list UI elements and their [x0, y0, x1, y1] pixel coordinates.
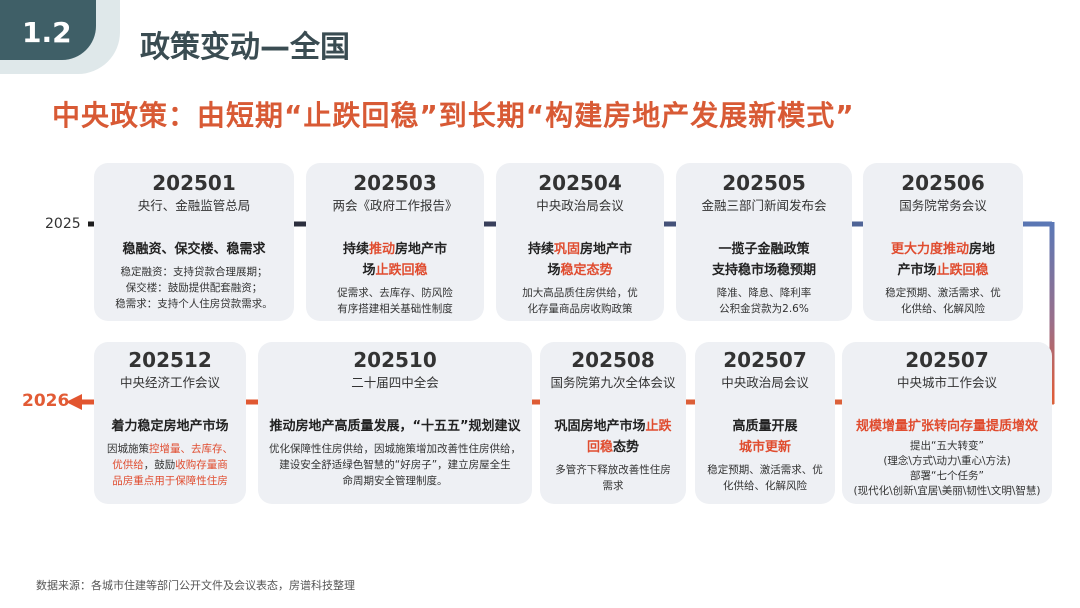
event-date: 202505	[722, 171, 806, 195]
event-organization: 中央政治局会议	[721, 375, 809, 390]
event-date: 202507	[723, 348, 807, 372]
event-detail: 优化保障性住房供给，因城施策增加改善性住房供给， 建设安全舒适绿色智慧的“好房子”…	[269, 443, 521, 487]
event-card: 202508 国务院第九次全体会议 巩固房地产市场止跌 回稳态势 多管齐下释放改善…	[540, 342, 686, 504]
event-card: 202503 两会《政府工作报告》 持续推动房地产市 场止跌回稳 促需求、去库存、…	[306, 163, 484, 321]
event-organization: 国务院常务会议	[899, 198, 987, 213]
event-headline: 稳融资、保交楼、稳需求	[122, 242, 266, 257]
event-date: 202506	[901, 171, 985, 195]
event-date: 202507	[905, 348, 989, 372]
event-headline: 持续巩固房地产市 场稳定态势	[527, 242, 633, 278]
event-card: 202504 中央政治局会议 持续巩固房地产市 场稳定态势 加大高品质住房供给，优…	[496, 163, 664, 321]
section-tab-inner	[0, 0, 96, 60]
event-headline: 持续推动房地产市 场止跌回稳	[342, 242, 448, 278]
event-date: 202503	[353, 171, 437, 195]
event-organization: 国务院第九次全体会议	[550, 375, 676, 390]
event-detail: 因城施策控增量、去库存、 优供给，鼓励收购存量商 品房重点用于保障性住房	[107, 443, 233, 487]
event-card: 202501 央行、金融监管总局 稳融资、保交楼、稳需求 稳定融资：支持贷款合理…	[94, 163, 294, 321]
event-card: 202505 金融三部门新闻发布会 一揽子金融政策 支持稳市场稳预期 降准、降息、…	[676, 163, 852, 321]
event-detail: 稳定融资：支持贷款合理展期； 保交楼：鼓励提供配套融资； 稳需求：支持个人住房贷款需…	[115, 266, 273, 310]
section-tab: 1.2	[0, 0, 120, 74]
event-organization: 金融三部门新闻发布会	[701, 198, 827, 213]
event-headline: 更大力度推动房地 产市场止跌回稳	[890, 242, 996, 278]
event-headline: 高质量开展 城市更新	[732, 419, 798, 455]
event-organization: 中央城市工作会议	[896, 375, 997, 390]
event-headline: 一揽子金融政策 支持稳市场稳预期	[711, 242, 816, 278]
event-organization: 两会《政府工作报告》	[332, 198, 458, 213]
year-label-end: 2026	[22, 391, 70, 411]
timeline-arrowhead	[66, 394, 82, 410]
event-headline: 着力稳定房地产市场	[111, 419, 229, 434]
headline: 中央政策：由短期“止跌回稳”到长期“构建房地产发展新模式”	[52, 99, 855, 132]
event-headline: 巩固房地产市场止跌 回稳态势	[554, 419, 672, 455]
event-card: 202510 二十届四中全会 推动房地产高质量发展，“十五五”规划建议 优化保障…	[258, 342, 532, 504]
event-organization: 中央政治局会议	[536, 198, 624, 213]
section-title: 政策变动—全国	[140, 30, 350, 65]
event-date: 202508	[571, 348, 655, 372]
event-detail: 促需求、去库存、防风险 有序搭建相关基础性制度	[337, 287, 453, 315]
event-headline: 推动房地产高质量发展，“十五五”规划建议	[269, 419, 521, 434]
event-card: 202507 中央城市工作会议 规模增量扩张转向存量提质增效 提出“五大转变”(…	[842, 342, 1052, 504]
event-detail: 多管齐下释放改善性住房 需求	[555, 464, 671, 492]
event-card: 202512 中央经济工作会议 着力稳定房地产市场 因城施策控增量、去库存、 优供…	[94, 342, 246, 504]
event-organization: 央行、金融监管总局	[137, 198, 251, 213]
event-card: 202507 中央政治局会议 高质量开展 城市更新 稳定预期、激活需求、优 化供给、…	[695, 342, 835, 504]
event-detail: 加大高品质住房供给，优 化存量商品房收购政策	[522, 287, 638, 315]
event-date: 202510	[353, 348, 437, 372]
event-detail: 提出“五大转变” (理念\方式\动力\重心\方法) 部署“七个任务” (现代化\创新\…	[853, 440, 1041, 497]
event-date: 202512	[128, 348, 212, 372]
section-number: 1.2	[22, 16, 72, 49]
event-card: 202506 国务院常务会议 更大力度推动房地 产市场止跌回稳 稳定预期、激活需求…	[863, 163, 1023, 321]
data-source-note: 数据来源：各城市住建等部门公开文件及会议表态，房谱科技整理	[36, 579, 355, 592]
event-date: 202504	[538, 171, 622, 195]
event-detail: 稳定预期、激活需求、优 化供给、化解风险	[707, 464, 823, 492]
event-date: 202501	[152, 171, 236, 195]
event-organization: 二十届四中全会	[351, 375, 439, 390]
event-detail: 稳定预期、激活需求、优 化供给、化解风险	[885, 287, 1001, 315]
event-headline: 规模增量扩张转向存量提质增效	[855, 419, 1038, 434]
event-detail: 降准、降息、降利率 公积金贷款为2.6%	[716, 287, 812, 315]
event-organization: 中央经济工作会议	[119, 375, 220, 390]
year-label-start: 2025	[45, 216, 81, 232]
